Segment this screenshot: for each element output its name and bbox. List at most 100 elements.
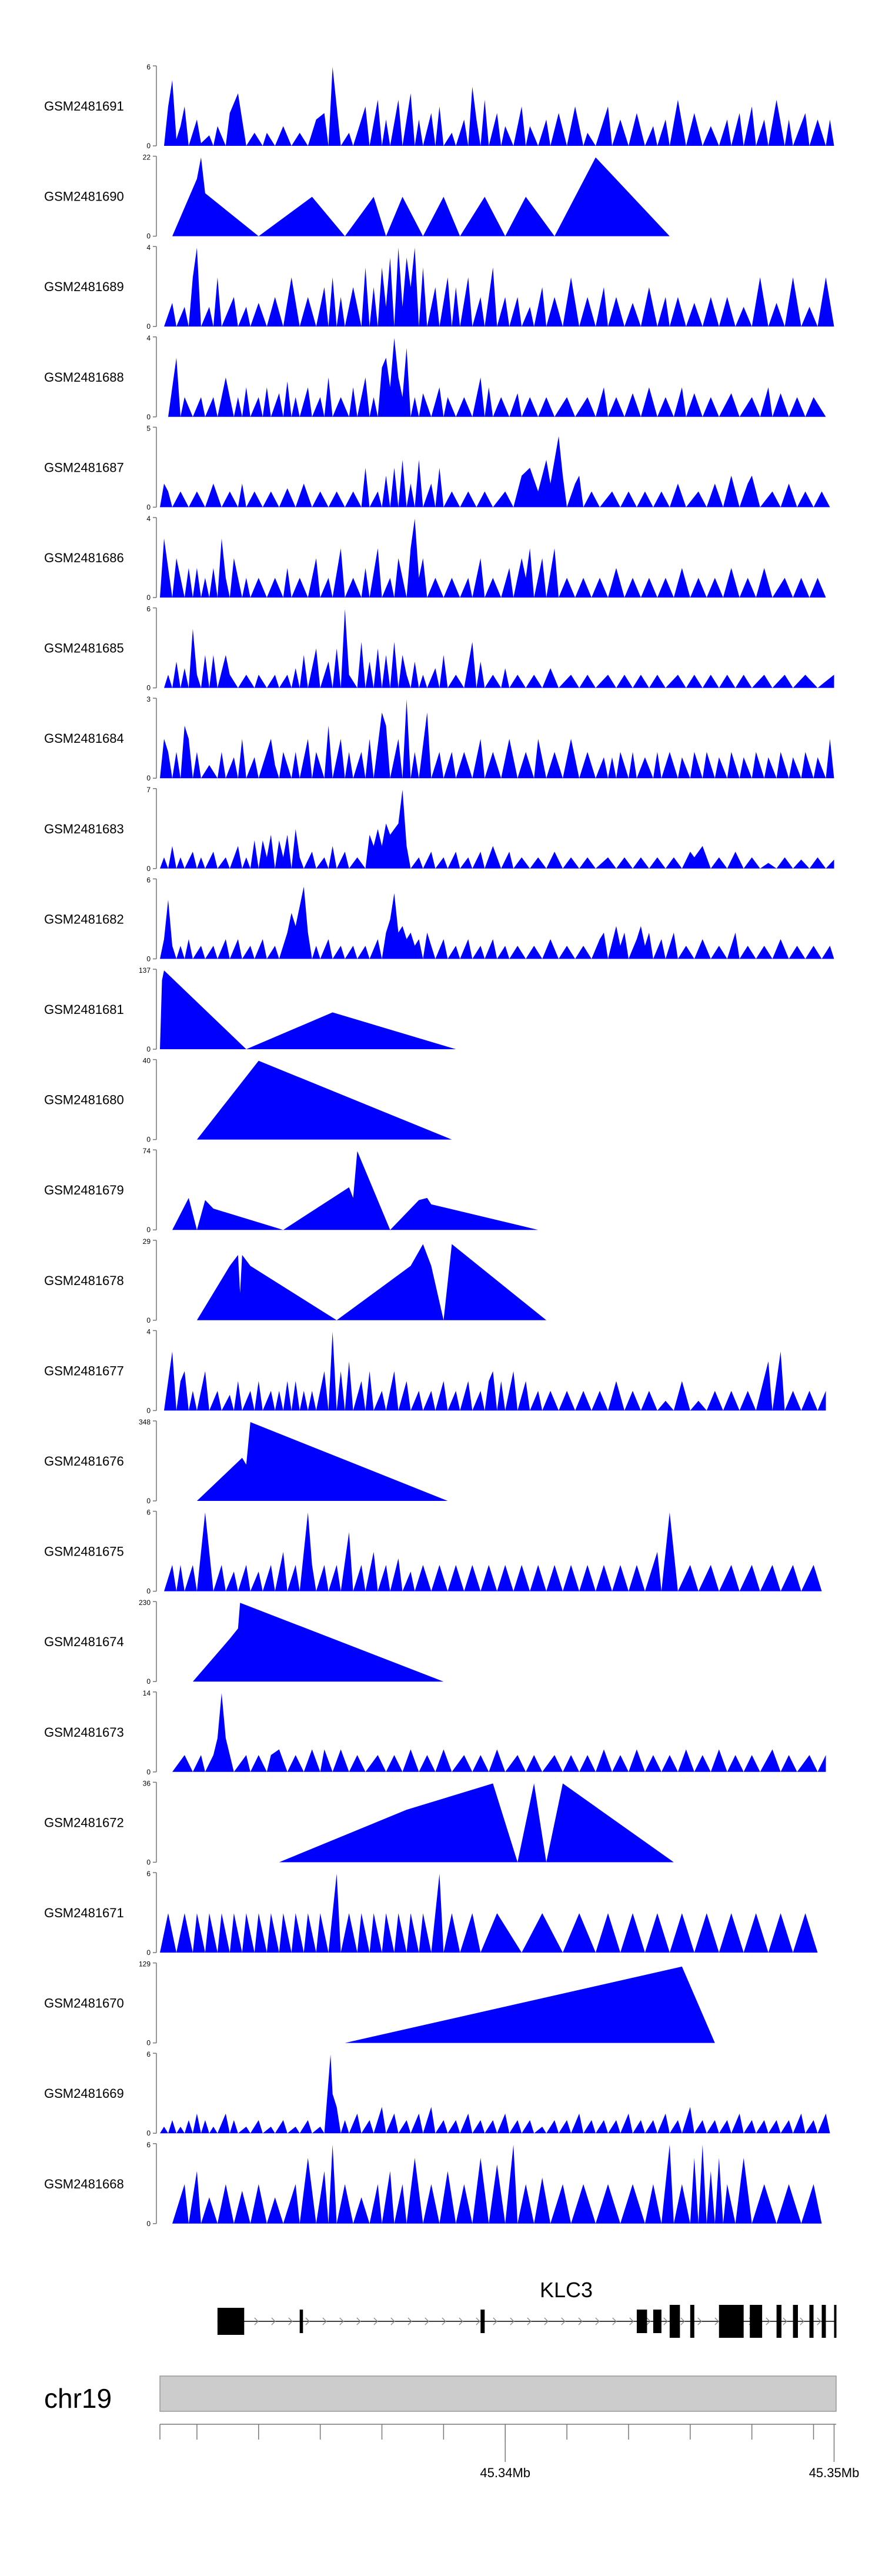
track-label: GSM2481685 bbox=[44, 641, 124, 656]
strand-arrow-icon bbox=[407, 2317, 412, 2325]
strand-arrow-icon bbox=[288, 2317, 293, 2325]
track-ymin-label: 0 bbox=[146, 1316, 151, 1324]
track-label: GSM2481677 bbox=[44, 1363, 124, 1378]
coverage-track: GSM2481676 348 0 bbox=[44, 1418, 448, 1505]
strand-arrow-icon bbox=[663, 2317, 668, 2325]
exon bbox=[669, 2305, 680, 2338]
coverage-track: GSM2481668 6 0 bbox=[44, 2141, 822, 2228]
coverage-area bbox=[192, 1603, 444, 1682]
axis-tick-label: 45.34Mb bbox=[480, 2465, 530, 2480]
coverage-track: GSM2481671 6 0 bbox=[44, 1870, 818, 1957]
chromosome-ideogram bbox=[159, 2375, 837, 2412]
coverage-area bbox=[279, 1783, 674, 1863]
track-label: GSM2481686 bbox=[44, 550, 124, 565]
track-ymin-label: 0 bbox=[146, 1406, 151, 1414]
strand-arrow-icon bbox=[595, 2317, 600, 2325]
strand-arrow-icon bbox=[766, 2317, 770, 2325]
track-label: GSM2481683 bbox=[44, 822, 124, 836]
coverage-track: GSM2481673 14 0 bbox=[44, 1689, 826, 1776]
exon bbox=[793, 2305, 798, 2338]
strand-arrow-icon bbox=[697, 2317, 702, 2325]
track-ymax-label: 6 bbox=[146, 63, 151, 71]
track-label: GSM2481674 bbox=[44, 1634, 124, 1649]
track-ymax-label: 3 bbox=[146, 695, 151, 703]
track-label: GSM2481669 bbox=[44, 2086, 124, 2101]
coverage-area bbox=[172, 157, 670, 236]
track-ymax-label: 348 bbox=[139, 1418, 151, 1426]
track-ymin-label: 0 bbox=[146, 413, 151, 421]
exon bbox=[636, 2310, 647, 2333]
exon bbox=[821, 2305, 826, 2338]
coverage-track: GSM2481669 6 0 bbox=[44, 2050, 830, 2137]
coverage-area bbox=[160, 436, 830, 508]
track-ymax-label: 6 bbox=[146, 1509, 151, 1517]
track-ymin-label: 0 bbox=[146, 503, 151, 511]
track-ymin-label: 0 bbox=[146, 142, 151, 150]
coverage-area bbox=[164, 248, 834, 327]
strand-arrow-icon bbox=[493, 2317, 497, 2325]
track-label: GSM2481679 bbox=[44, 1183, 124, 1197]
axis-tick-label: 45.35Mb bbox=[809, 2465, 860, 2480]
coverage-track: GSM2481680 40 0 bbox=[44, 1057, 452, 1144]
track-ymin-label: 0 bbox=[146, 1136, 151, 1144]
coverage-track: GSM2481683 7 0 bbox=[44, 786, 834, 873]
exon bbox=[776, 2305, 782, 2338]
coverage-track: GSM2481674 230 0 bbox=[44, 1599, 444, 1686]
track-label: GSM2481671 bbox=[44, 1906, 124, 1920]
track-label: GSM2481678 bbox=[44, 1273, 124, 1288]
strand-arrow-icon bbox=[459, 2317, 463, 2325]
track-ymax-label: 4 bbox=[146, 334, 151, 342]
strand-arrow-icon bbox=[714, 2317, 719, 2325]
track-ymax-label: 22 bbox=[143, 154, 151, 162]
strand-arrow-icon bbox=[561, 2317, 566, 2325]
track-label: GSM2481681 bbox=[44, 1002, 124, 1017]
exon bbox=[690, 2305, 694, 2338]
coverage-track: GSM2481670 129 0 bbox=[44, 1960, 715, 2047]
strand-arrow-icon bbox=[544, 2317, 549, 2325]
strand-arrow-icon bbox=[476, 2317, 480, 2325]
gene-model: KLC3 bbox=[217, 2278, 837, 2338]
strand-arrow-icon bbox=[442, 2317, 446, 2325]
coverage-area bbox=[172, 2144, 822, 2224]
track-ymin-label: 0 bbox=[146, 1858, 151, 1866]
strand-arrow-icon bbox=[510, 2317, 514, 2325]
coverage-track: GSM2481688 4 0 bbox=[44, 334, 826, 421]
strand-arrow-icon bbox=[373, 2317, 378, 2325]
strand-arrow-icon bbox=[680, 2317, 685, 2325]
exon bbox=[480, 2310, 485, 2333]
coverage-track: GSM2481684 3 0 bbox=[44, 695, 834, 782]
track-ymin-label: 0 bbox=[146, 2129, 151, 2137]
coverage-track: GSM2481675 6 0 bbox=[44, 1509, 822, 1596]
coverage-track: GSM2481677 4 0 bbox=[44, 1327, 826, 1414]
track-ymax-label: 6 bbox=[146, 876, 151, 884]
coverage-area bbox=[345, 1966, 715, 2043]
track-label: GSM2481682 bbox=[44, 912, 124, 926]
strand-arrow-icon bbox=[425, 2317, 429, 2325]
exon bbox=[834, 2305, 837, 2338]
coverage-track: GSM2481686 4 0 bbox=[44, 515, 826, 602]
coverage-track: GSM2481682 6 0 bbox=[44, 876, 834, 963]
track-ymax-label: 6 bbox=[146, 2050, 151, 2058]
track-ymax-label: 29 bbox=[143, 1237, 151, 1246]
track-ymax-label: 7 bbox=[146, 786, 151, 794]
strand-arrow-icon bbox=[305, 2317, 310, 2325]
strand-arrow-icon bbox=[629, 2317, 634, 2325]
strand-arrow-icon bbox=[783, 2317, 787, 2325]
coverage-tracks: GSM248169160GSM2481690220GSM248168940GSM… bbox=[44, 63, 834, 2228]
track-label: GSM2481680 bbox=[44, 1093, 124, 1107]
track-label: GSM2481676 bbox=[44, 1454, 124, 1469]
track-ymax-label: 4 bbox=[146, 1327, 151, 1336]
track-ymax-label: 4 bbox=[146, 515, 151, 523]
track-label: GSM2481673 bbox=[44, 1725, 124, 1740]
coverage-track: GSM2481685 6 0 bbox=[44, 605, 834, 692]
exon bbox=[809, 2305, 814, 2338]
coverage-area bbox=[164, 1332, 826, 1411]
coverage-area bbox=[164, 67, 834, 146]
coverage-area bbox=[168, 338, 826, 417]
track-label: GSM2481684 bbox=[44, 731, 124, 746]
strand-arrow-icon bbox=[339, 2317, 344, 2325]
coverage-area bbox=[164, 609, 834, 688]
exon bbox=[299, 2310, 303, 2333]
strand-arrow-icon bbox=[800, 2317, 804, 2325]
